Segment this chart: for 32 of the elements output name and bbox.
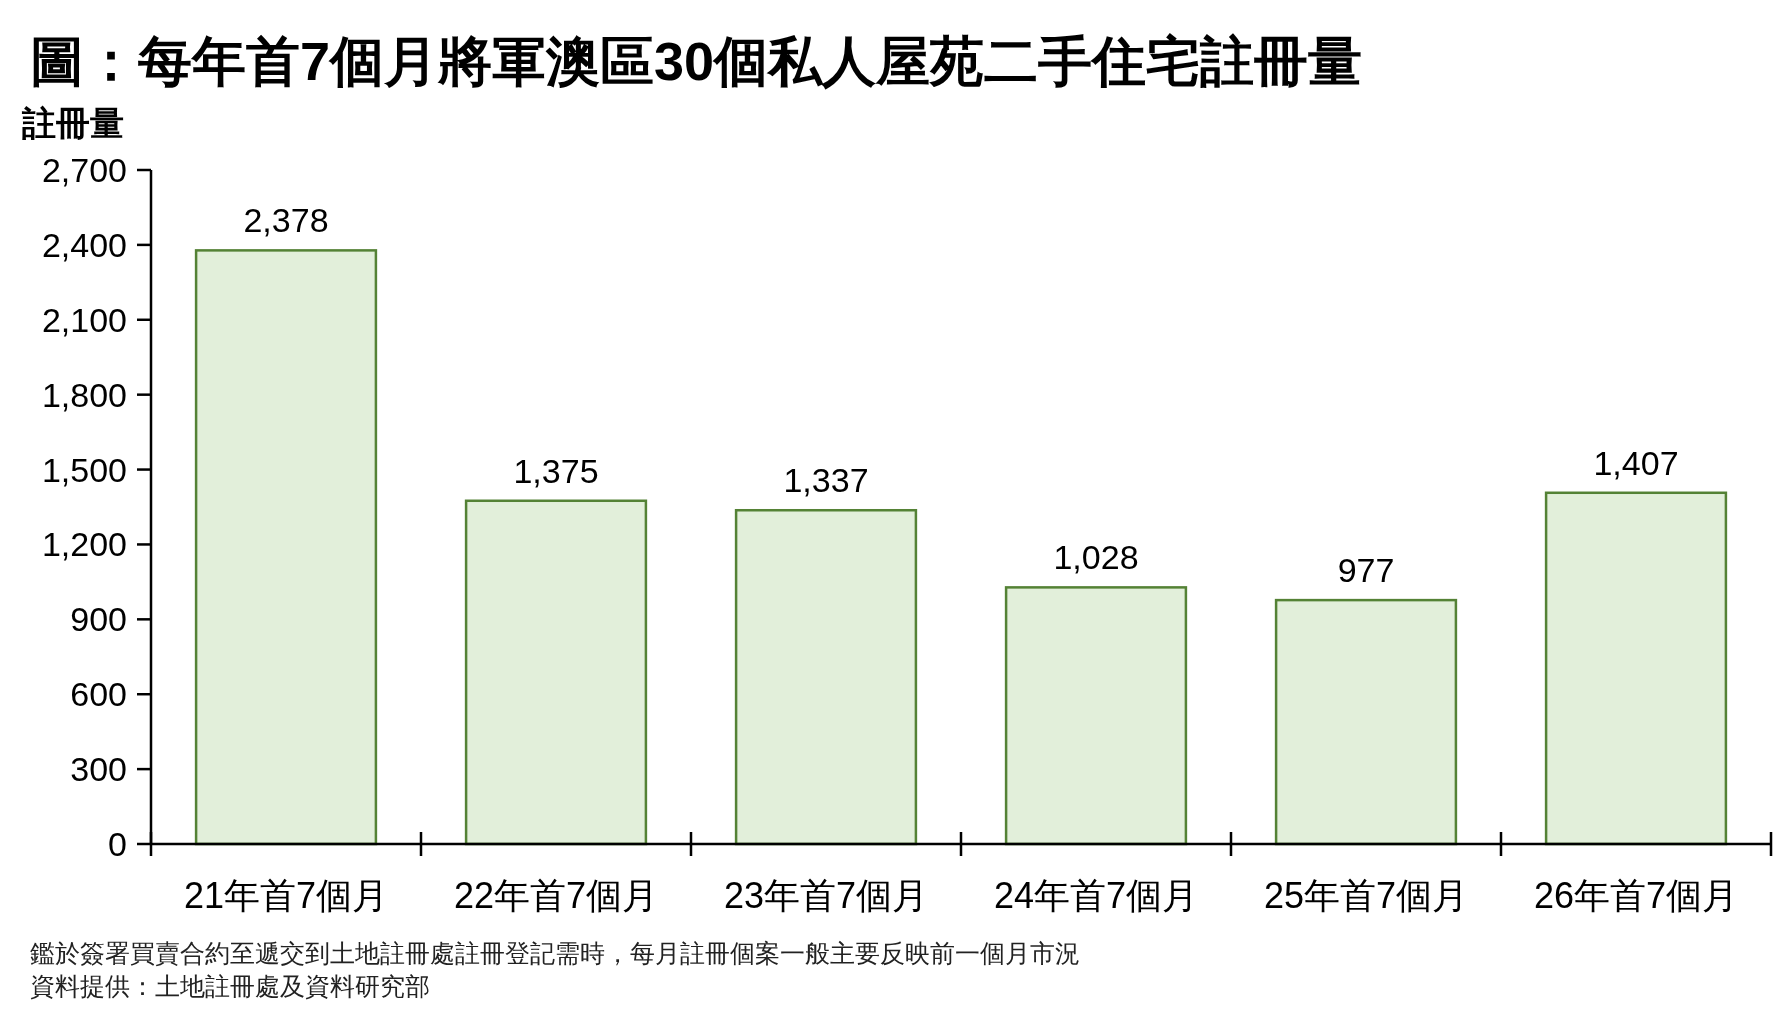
data-label: 977 bbox=[1337, 551, 1395, 590]
data-label: 1,375 bbox=[513, 451, 599, 490]
y-tick-label: 2,100 bbox=[41, 300, 127, 339]
y-tick-label: 0 bbox=[108, 825, 127, 863]
y-tick-label: 2,400 bbox=[41, 225, 127, 264]
bar bbox=[734, 509, 918, 846]
data-label: 1,407 bbox=[1593, 443, 1679, 482]
y-tick-label: 2,700 bbox=[41, 151, 127, 189]
x-tick-label: 23年首7個月 bbox=[723, 875, 929, 916]
bar bbox=[1544, 491, 1728, 846]
y-tick-label: 1,500 bbox=[41, 450, 127, 489]
bar bbox=[464, 499, 648, 846]
y-tick-label: 300 bbox=[70, 750, 127, 789]
bar bbox=[194, 249, 378, 846]
y-tick-label: 1,800 bbox=[41, 375, 127, 414]
x-tick-label: 24年首7個月 bbox=[993, 875, 1199, 916]
bar bbox=[1004, 586, 1188, 846]
x-tick-label: 26年首7個月 bbox=[1533, 875, 1739, 916]
chart-title: 圖：每年首7個月將軍澳區30個私人屋苑二手住宅註冊量 bbox=[30, 31, 1363, 91]
x-tick-label: 21年首7個月 bbox=[183, 875, 389, 916]
x-tick-label: 22年首7個月 bbox=[453, 875, 659, 916]
data-label: 2,378 bbox=[243, 201, 329, 240]
y-axis-title: 註冊量 bbox=[21, 104, 124, 142]
text: 資料提供：土地註冊處及資料研究部 bbox=[30, 972, 430, 1000]
data-label: 1,337 bbox=[783, 461, 869, 500]
x-tick-label: 25年首7個月 bbox=[1263, 875, 1469, 916]
data-label: 1,028 bbox=[1053, 538, 1139, 577]
y-tick-label: 600 bbox=[70, 675, 127, 714]
y-tick-label: 1,200 bbox=[41, 525, 127, 564]
y-tick-label: 900 bbox=[70, 600, 127, 639]
text: 鑑於簽署買賣合約至遞交到土地註冊處註冊登記需時，每月註冊個案一般主要反映前一個月市況 bbox=[30, 939, 1080, 967]
bar bbox=[1274, 598, 1458, 846]
